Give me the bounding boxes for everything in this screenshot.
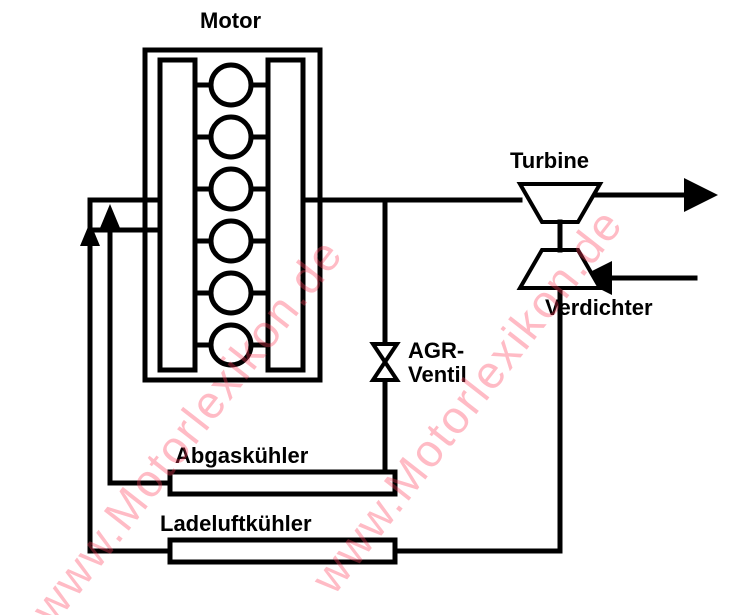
intake-manifold-feed <box>90 200 160 230</box>
cylinder-row <box>195 65 268 365</box>
diagram-root: Motor Turbine Verdichter AGR- Ventil Abg… <box>80 8 718 562</box>
arrow-turbine-out <box>684 178 718 212</box>
turbocharger <box>520 184 600 288</box>
cylinder <box>211 169 251 209</box>
arrow-ladeluft-up <box>80 222 100 246</box>
cylinder <box>211 325 251 365</box>
label-turbine: Turbine <box>510 148 589 173</box>
intake-manifold <box>160 60 195 370</box>
cylinder <box>211 273 251 313</box>
turbine-shape <box>520 184 600 222</box>
cylinder <box>211 221 251 261</box>
ladeluftkuehler-box <box>170 540 395 562</box>
motor-outer <box>145 50 320 380</box>
label-agr: AGR- Ventil <box>408 338 470 387</box>
cylinder <box>211 65 251 105</box>
agr-valve <box>373 344 397 380</box>
label-verdichter: Verdichter <box>545 295 653 320</box>
abgaskuehler-box <box>170 472 395 494</box>
label-motor: Motor <box>200 8 262 33</box>
compressor-to-ladeluft <box>395 275 560 551</box>
valve-to-abgaskuehler <box>385 380 395 483</box>
compressor-shape <box>520 250 600 288</box>
label-ladeluftkuehler: Ladeluftkühler <box>160 511 312 536</box>
cylinder <box>211 117 251 157</box>
label-abgaskuehler: Abgaskühler <box>175 443 309 468</box>
arrow-into-intake <box>100 204 120 228</box>
motor-block <box>145 50 320 380</box>
exhaust-manifold <box>268 60 303 370</box>
